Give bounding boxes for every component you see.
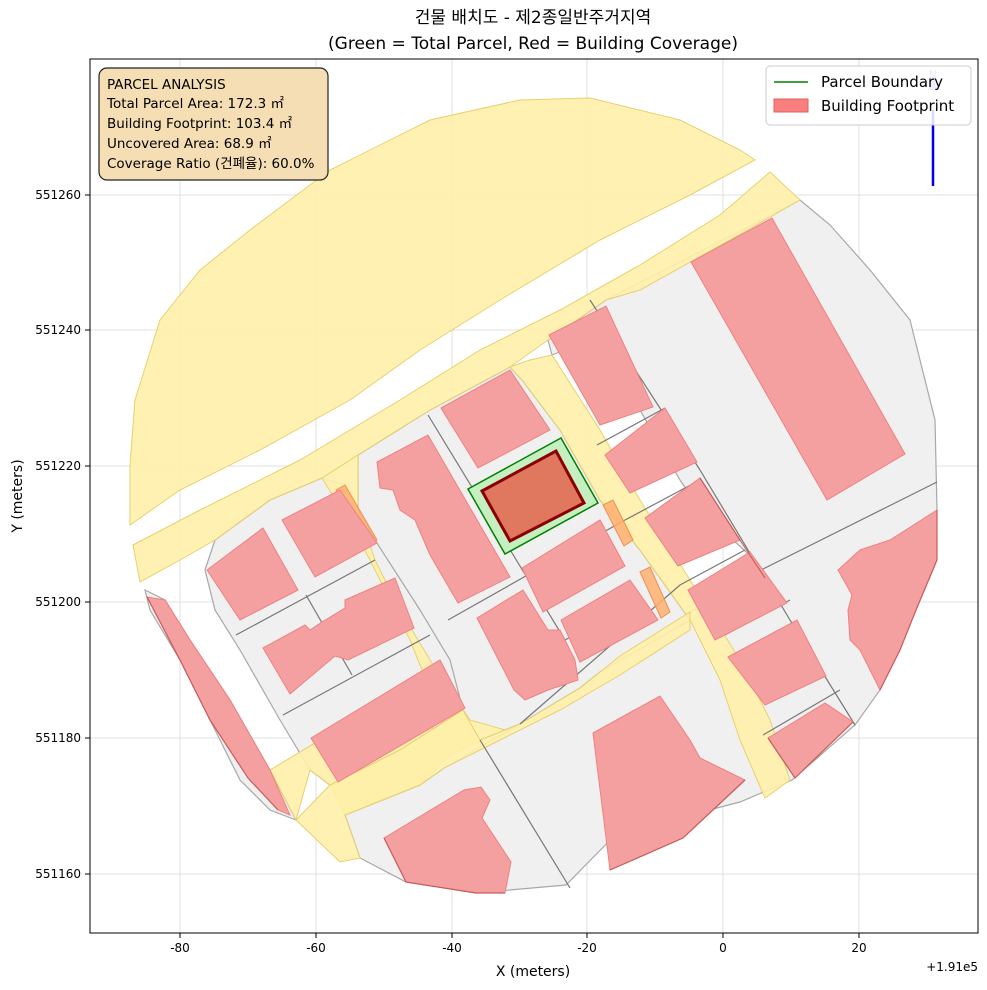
building <box>560 579 659 663</box>
building <box>262 577 415 695</box>
y-tick-label: 551160 <box>35 867 81 881</box>
road-diagonal <box>132 171 801 583</box>
building <box>281 489 378 578</box>
axis-ticks: -80 -60 -40 -20 0 20 551260 551240 551220 551200 5… <box>35 188 866 955</box>
legend-frame <box>765 65 972 126</box>
x-tick-label: -40 <box>442 941 462 955</box>
building <box>604 407 698 494</box>
legend-parcel-boundary-label: Parcel Boundary <box>821 73 943 91</box>
x-tick-label: 0 <box>719 941 727 955</box>
building <box>690 217 906 501</box>
info-heading: PARCEL ANALYSIS <box>107 77 226 93</box>
info-uncovered-area: Uncovered Area: 68.9 ㎡ <box>107 136 272 152</box>
building <box>727 619 827 706</box>
y-tick-label: 551200 <box>35 595 81 609</box>
info-box-background <box>98 67 329 181</box>
info-building-footprint: Building Footprint: 103.4 ㎡ <box>107 116 293 132</box>
x-tick-label: 20 <box>851 941 866 955</box>
road-north <box>129 97 756 526</box>
building-footprints <box>146 217 938 894</box>
building <box>440 369 551 469</box>
map-subtitle: (Green = Total Parcel, Red = Building Co… <box>328 34 738 54</box>
info-total-parcel-area: Total Parcel Area: 172.3 ㎡ <box>106 96 284 112</box>
target-building-footprint <box>479 448 587 543</box>
map-title: 건물 배치도 - 제2종일반주거지역 <box>415 8 651 28</box>
site-map <box>129 97 938 894</box>
y-tick-label: 551240 <box>35 323 81 337</box>
x-axis-offset-label: +1.91e5 <box>926 960 978 974</box>
building <box>206 527 299 621</box>
building <box>548 305 654 426</box>
legend: Parcel Boundary Building Footprint <box>765 65 972 126</box>
building <box>521 519 626 613</box>
building <box>376 434 511 604</box>
parcel-analysis-box: PARCEL ANALYSIS Total Parcel Area: 172.3… <box>98 67 329 181</box>
x-tick-label: -20 <box>577 941 597 955</box>
x-tick-label: -60 <box>306 941 326 955</box>
road-areas <box>129 97 801 863</box>
building <box>476 589 579 701</box>
info-coverage-ratio: Coverage Ratio (건폐율): 60.0% <box>107 156 315 172</box>
overlap-strip-2 <box>602 499 634 547</box>
legend-building-footprint-label: Building Footprint <box>821 97 954 115</box>
axes-frame <box>89 58 979 934</box>
building <box>310 659 466 783</box>
overlap-strip-3 <box>639 566 671 619</box>
y-tick-label: 551260 <box>35 188 81 202</box>
y-tick-label: 551220 <box>35 459 81 473</box>
y-axis-label: Y (meters) <box>10 459 26 533</box>
legend-building-footprint-swatch <box>773 98 809 113</box>
y-tick-label: 551180 <box>35 731 81 745</box>
x-tick-label: -80 <box>170 941 190 955</box>
road-vertical-east <box>509 354 791 799</box>
edge-building-outlines <box>146 477 938 894</box>
x-axis-label: X (meters) <box>496 964 570 980</box>
road-south <box>295 611 691 863</box>
